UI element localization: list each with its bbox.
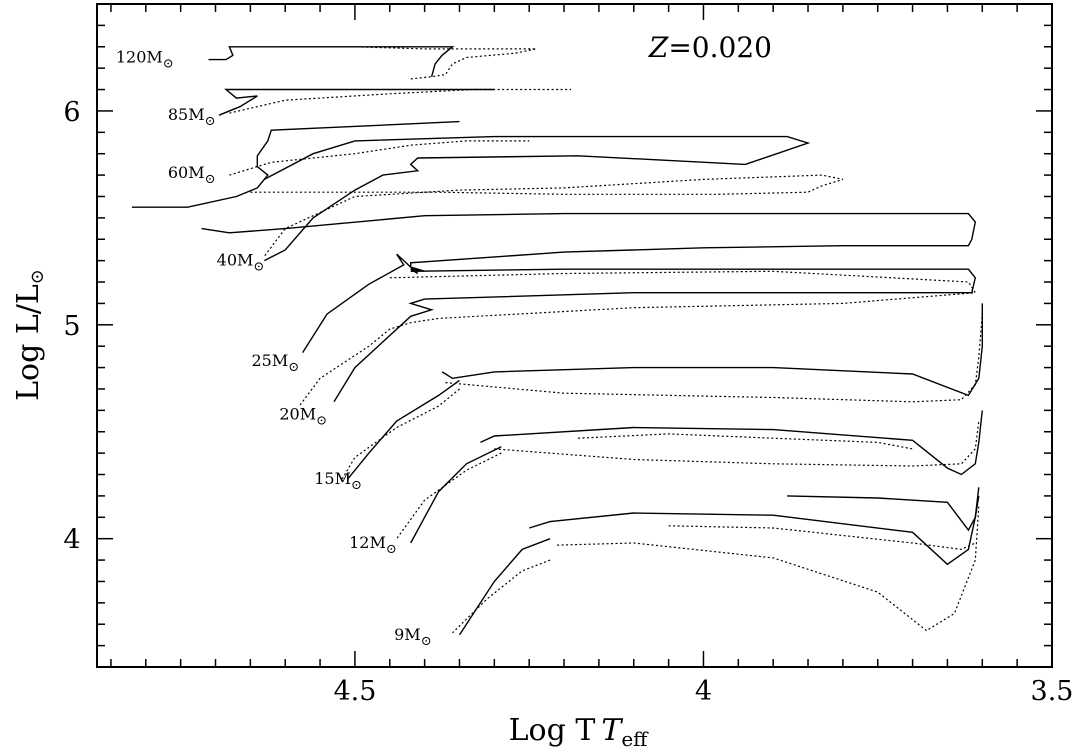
mass-label: 12M⊙ [349,533,397,557]
track-dotted-line [298,270,977,407]
track-solid-line [458,538,551,636]
track-dotted-line [577,433,913,450]
track-solid-line [410,446,502,544]
track-solid-line [787,495,980,532]
mass-label: 40M⊙ [217,251,265,275]
track-dotted-line [250,174,844,257]
track-dotted-line [285,46,537,80]
mass-label: 85M⊙ [168,105,216,129]
track-dotted-line [229,140,530,176]
x-axis-title: Log T Teff [509,713,650,750]
track-solid-line [347,379,460,480]
track-solid-line [333,268,977,403]
x-tick-label: 3.5 [1031,676,1074,707]
x-tick-label: 4 [695,676,712,707]
x-tick-label: 4.5 [333,676,376,707]
evolution-tracks [131,46,983,636]
mass-label: 9M⊙ [394,625,431,649]
y-tick-label: 6 [63,97,80,128]
mass-label: 120M⊙ [116,47,174,71]
track-solid-line [263,135,811,262]
track-dotted-line [452,559,551,634]
metallicity-annotation: Z=0.020 [648,31,772,64]
track-dotted-line [557,506,980,632]
track-solid-line [480,410,983,476]
track-solid-line [441,303,983,397]
plot-frame [96,3,1053,668]
track-solid-line [218,88,495,116]
y-tick-label: 4 [63,525,80,556]
mass-labels: 120M⊙ 85M⊙ 60M⊙ 40M⊙ 25M⊙ 20M⊙ 15M⊙ 12M⊙ 9M⊙ [116,47,432,648]
track-solid-line [131,120,460,208]
tick-labels: 4.5 4 3.5 4 5 6 [63,97,1073,707]
track-dotted-line [340,388,460,482]
track-dotted-line [229,88,571,114]
track-solid-line [201,212,977,353]
y-axis-title: Log L/L⊙ [11,269,48,401]
track-dotted-line [494,420,980,467]
axis-ticks [97,3,1053,667]
y-tick-label: 5 [63,311,80,342]
track-solid-line [208,46,455,77]
track-dotted-line [396,452,502,540]
track-dotted-line [445,314,983,403]
mass-label: 15M⊙ [314,469,362,493]
mass-label: 20M⊙ [279,405,327,429]
track-solid-line [528,487,980,566]
track-dotted-line [668,525,976,551]
mass-label: 25M⊙ [251,351,299,375]
mass-label: 60M⊙ [168,163,216,187]
